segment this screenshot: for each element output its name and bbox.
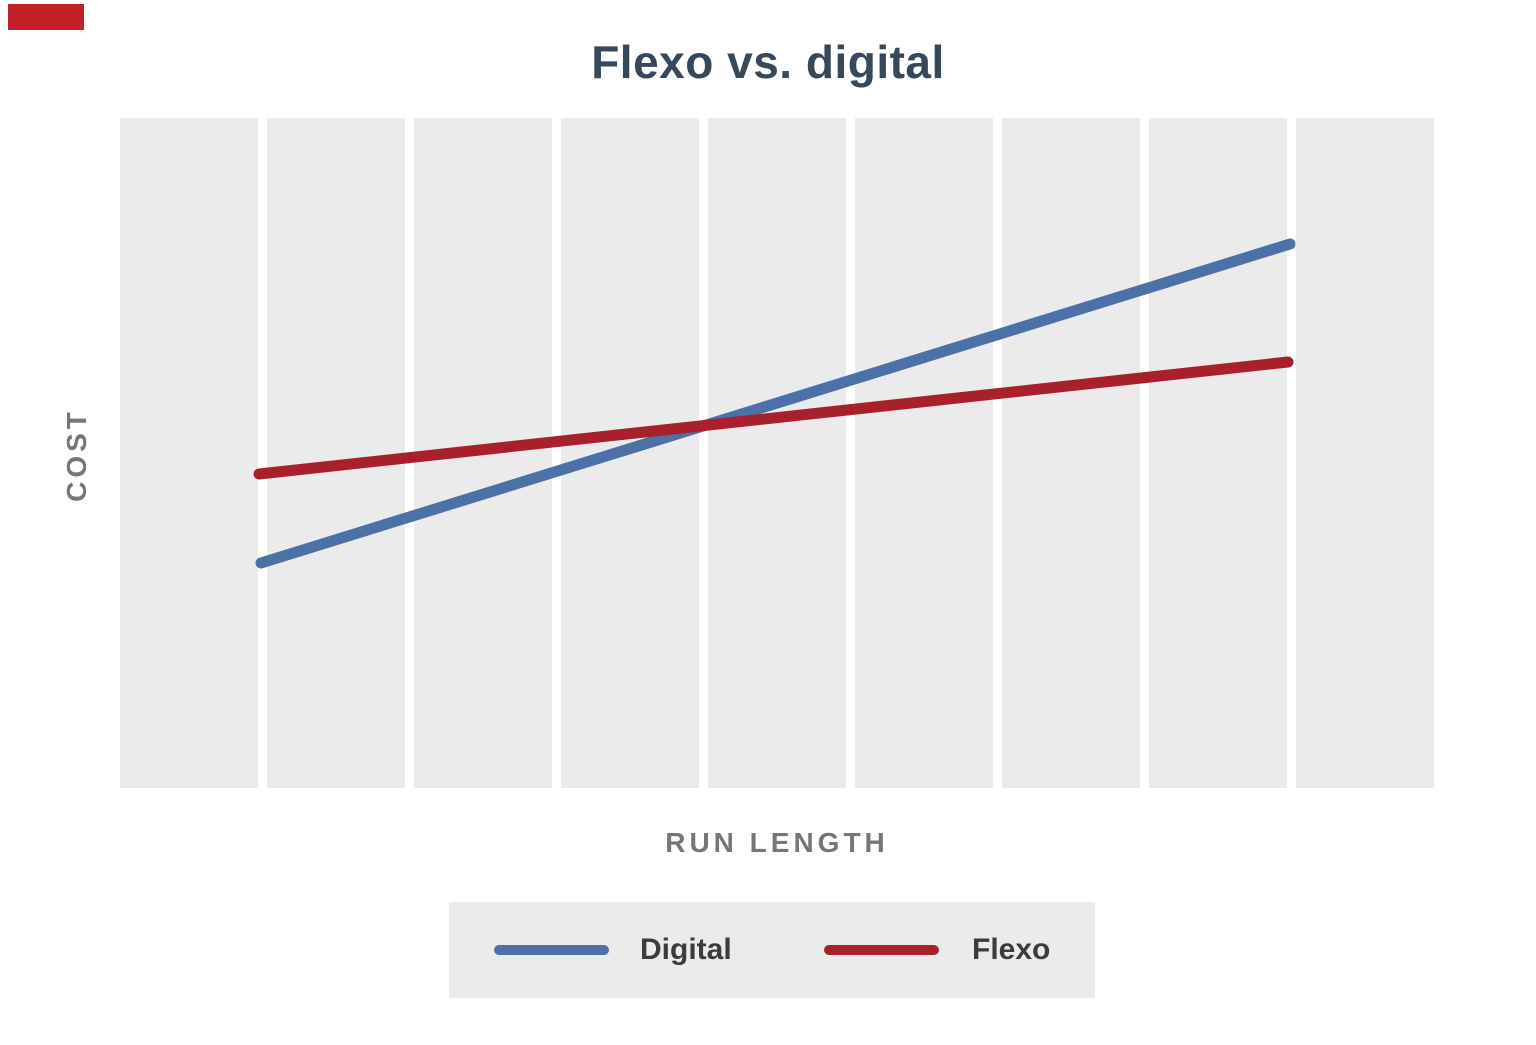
plot-band [414,118,552,788]
plot-band [1296,118,1434,788]
x-axis-label: RUN LENGTH [665,827,889,858]
plot-band [561,118,699,788]
flexo-legend-swatch [824,945,939,955]
legend: Digital Flexo [449,902,1095,998]
plot-area [120,118,1434,788]
plot-band [120,118,258,788]
flexo-legend-label: Flexo [972,933,1051,966]
corner-accent-bar [8,4,84,30]
plot-band [708,118,846,788]
chart-title: Flexo vs. digital [591,36,945,88]
plot-band [1002,118,1140,788]
plot-band [1149,118,1287,788]
plot-band [855,118,993,788]
y-axis-label: COST [61,408,92,502]
digital-legend-swatch [494,945,609,955]
plot-band [267,118,405,788]
digital-legend-label: Digital [640,933,732,966]
